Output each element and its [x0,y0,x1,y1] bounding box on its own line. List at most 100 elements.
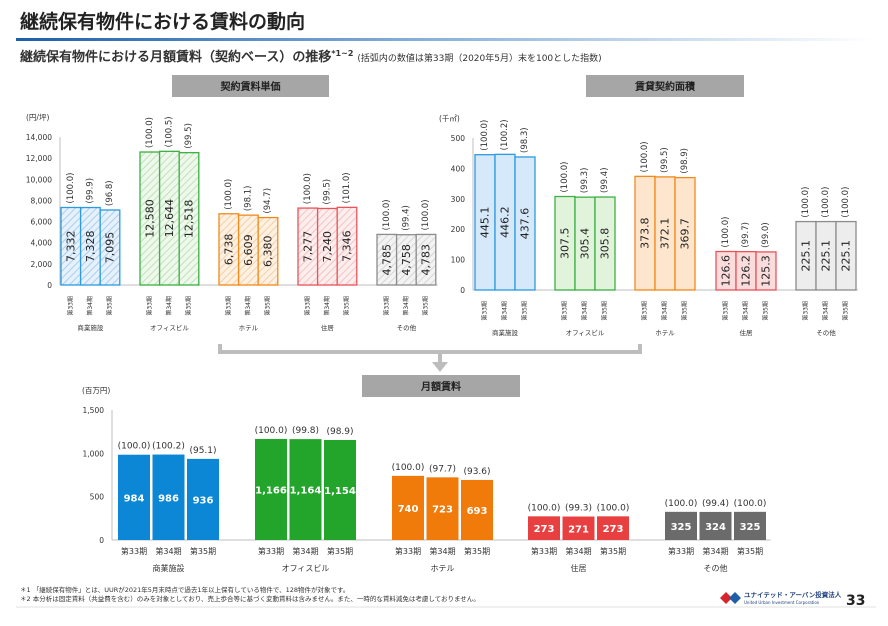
y-tick-label: 0 [47,281,52,290]
period-label: 第33期 [382,296,390,316]
period-label: 第35期 [327,546,353,556]
period-label: 第33期 [224,296,232,316]
bar [289,439,322,540]
period-label: 第33期 [561,301,569,321]
bar-index-label: (100.0) [665,499,698,509]
category-label: 住居 [571,563,587,573]
bar-value-label: 7,328 [84,231,97,263]
bar-index-label: (100.0) [66,173,76,204]
bar [528,516,560,540]
bar-value-label: 936 [193,495,214,506]
bar [187,458,219,540]
bar-value-label: 369.7 [679,218,692,250]
bar-index-label: (100.0) [145,117,155,148]
bar [118,454,150,540]
period-label: 第33期 [481,301,489,321]
bar-index-label: (100.2) [500,119,510,150]
bar-index-label: (99.5) [322,179,332,205]
bar [665,511,697,540]
bar-value-label: 723 [432,505,453,516]
bar [674,176,696,291]
period-label: 第34期 [86,296,94,316]
bar [734,511,766,540]
period-label: 第34期 [155,546,181,556]
bar-value-label: 305.8 [599,228,612,260]
period-label: 第35期 [737,546,763,556]
category-label: ホテル [239,324,259,332]
bar-value-label: 324 [705,522,726,533]
bar-value-label: 986 [158,493,179,504]
bar-index-label: (96.8) [105,180,115,206]
bar-index-label: (93.6) [463,467,490,477]
page-number: 33 [846,593,865,609]
bar-index-label: (99.3) [565,504,592,514]
category-label: 住居 [740,328,754,337]
y-axis-label: (千㎡) [439,113,460,123]
page-title: 継続保有物件における賃料の動向 [20,10,305,33]
bar-value-label: 6,609 [242,234,255,266]
bar-index-label: (101.0) [342,172,352,203]
period-label: 第34期 [292,546,318,556]
bar [835,220,857,291]
y-tick-label: 4,000 [31,239,53,248]
bar-value-label: 307.5 [559,228,572,260]
y-tick-label: 6,000 [31,218,53,227]
y-tick-label: 100 [451,256,466,265]
bar [255,438,287,540]
period-label: 第34期 [565,546,591,556]
bar-value-label: 984 [124,493,145,504]
logo-diamond-red-icon [720,592,732,604]
period-label: 第35期 [600,546,626,556]
bar-index-label: (100.0) [118,442,151,452]
bar [461,479,493,540]
bar-index-label: (99.5) [184,123,194,149]
bar [699,511,732,540]
bar-index-label: (100.0) [303,173,313,204]
y-tick-label: 200 [451,225,466,234]
chart-title: 賃貸契約面積 [634,80,696,93]
period-label: 第33期 [641,301,649,321]
y-tick-label: 300 [451,195,466,204]
category-label: 商業施設 [153,563,185,573]
bar [597,516,629,540]
period-label: 第35期 [264,296,272,316]
bar-value-label: 305.4 [579,228,592,260]
category-label: 商業施設 [492,328,519,337]
period-label: 第34期 [323,296,331,316]
bar-value-label: 693 [467,506,488,517]
subtitle-note: (括弧内の数値は第33期（2020年5月）末を100とした指数) [357,52,601,64]
bar-index-label: (99.0) [761,222,771,248]
bar-index-label: (99.7) [741,222,751,248]
period-label: 第34期 [661,301,669,321]
footnote-1: ＊1 「継続保有物件」とは、UURが2021年5月末時点で過去1年以上保有してい… [20,585,349,594]
bar-value-label: 271 [568,524,589,535]
bar-value-label: 225.1 [820,240,833,271]
bar-value-label: 372.1 [659,218,672,250]
bar-index-label: (100.0) [841,187,851,218]
period-label: 第35期 [422,296,430,316]
bar-value-label: 273 [534,524,555,535]
y-tick-label: 500 [451,134,466,143]
bar-index-label: (99.4) [702,499,729,509]
period-label: 第33期 [668,546,694,556]
bar-index-label: (100.0) [734,499,767,509]
bar [594,196,616,291]
bar [257,216,279,286]
category-label: ホテル [655,329,675,337]
y-axis-label: (円/坪) [26,113,49,122]
period-label: 第33期 [121,546,147,556]
period-label: 第34期 [165,296,173,316]
bar-value-label: 12,518 [183,200,196,239]
period-label: 第35期 [762,301,770,321]
period-label: 第33期 [66,296,74,316]
bar-index-label: (97.7) [429,464,456,474]
bar-value-label: 437.6 [519,208,532,240]
period-label: 第33期 [145,296,153,316]
chart-2: 賃貸契約面積 0 100 200 300 400 500 (千㎡) 445.1 (100.0) 第3… [439,75,858,337]
period-label: 第35期 [185,296,193,316]
bar-value-label: 6,380 [262,236,275,268]
subtitle-note-mark: *1~2 [331,49,353,58]
period-label: 第34期 [244,296,252,316]
bar [514,156,536,291]
bar-value-label: 7,095 [104,232,117,264]
